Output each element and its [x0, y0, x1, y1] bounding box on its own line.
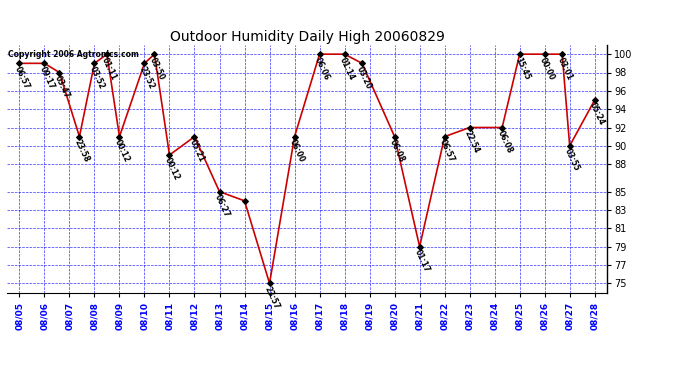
Point	[439, 134, 450, 140]
Text: 01:11: 01:11	[100, 56, 119, 81]
Text: 03:52: 03:52	[88, 65, 106, 90]
Point	[339, 51, 350, 57]
Text: 05:21: 05:21	[188, 138, 206, 164]
Text: 01:17: 01:17	[413, 248, 431, 274]
Text: 05:24: 05:24	[588, 101, 607, 127]
Text: 03:01: 03:01	[555, 56, 574, 81]
Text: 00:12: 00:12	[112, 138, 131, 164]
Point	[239, 198, 250, 204]
Point	[14, 60, 25, 66]
Text: 09:17: 09:17	[38, 65, 56, 90]
Text: 03:20: 03:20	[355, 65, 374, 90]
Text: 00:12: 00:12	[163, 156, 181, 182]
Text: 06:57: 06:57	[438, 138, 456, 164]
Text: 22:54: 22:54	[463, 129, 481, 154]
Point	[214, 189, 225, 195]
Text: 06:57: 06:57	[12, 65, 31, 90]
Point	[589, 97, 600, 103]
Text: 01:14: 01:14	[338, 56, 356, 81]
Text: 06:08: 06:08	[495, 129, 514, 154]
Text: 00:00: 00:00	[538, 56, 556, 81]
Point	[514, 51, 525, 57]
Title: Outdoor Humidity Daily High 20060829: Outdoor Humidity Daily High 20060829	[170, 30, 444, 44]
Point	[164, 152, 175, 158]
Point	[89, 60, 100, 66]
Point	[389, 134, 400, 140]
Point	[289, 134, 300, 140]
Point	[557, 51, 568, 57]
Text: 23:58: 23:58	[72, 138, 91, 164]
Text: 06:27: 06:27	[213, 193, 231, 219]
Text: Copyright 2006 Agtronics.com: Copyright 2006 Agtronics.com	[8, 50, 139, 59]
Text: 23:57: 23:57	[263, 285, 281, 310]
Point	[497, 124, 508, 130]
Point	[464, 124, 475, 130]
Point	[189, 134, 200, 140]
Point	[357, 60, 368, 66]
Point	[149, 51, 160, 57]
Point	[101, 51, 112, 57]
Text: 15:45: 15:45	[513, 56, 531, 81]
Point	[539, 51, 550, 57]
Text: 03:47: 03:47	[52, 74, 71, 100]
Point	[114, 134, 125, 140]
Point	[39, 60, 50, 66]
Text: 23:52: 23:52	[138, 65, 156, 90]
Point	[414, 244, 425, 250]
Text: 06:06: 06:06	[313, 56, 331, 81]
Text: 03:50: 03:50	[148, 56, 166, 81]
Text: 06:08: 06:08	[388, 138, 406, 164]
Point	[54, 69, 65, 75]
Point	[264, 280, 275, 286]
Point	[564, 143, 575, 149]
Text: 06:00: 06:00	[288, 138, 306, 164]
Text: 03:55: 03:55	[563, 147, 581, 172]
Point	[139, 60, 150, 66]
Point	[74, 134, 85, 140]
Point	[314, 51, 325, 57]
